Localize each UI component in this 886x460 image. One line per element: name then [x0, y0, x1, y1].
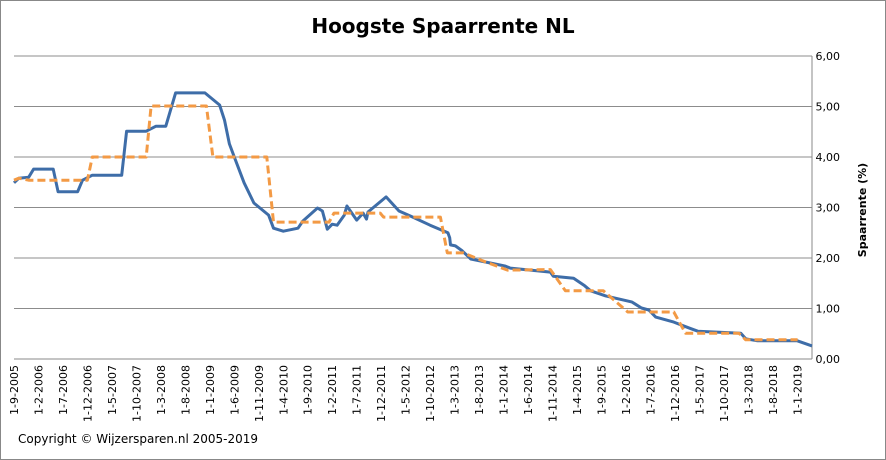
y-tick-label: 0,00	[816, 353, 841, 366]
x-tick-label: 1-7-2006	[57, 365, 70, 415]
x-tick-label: 1-9-2005	[8, 365, 21, 415]
x-tick-label: 1-6-2014	[522, 365, 535, 415]
x-tick-label: 1-8-2018	[767, 365, 780, 415]
x-tick-label: 1-1-2019	[791, 365, 804, 415]
x-tick-label: 1-2-2006	[32, 365, 45, 415]
x-tick-label: 1-10-2017	[718, 365, 731, 422]
x-tick-label: 1-5-2012	[400, 365, 413, 415]
x-tick-label: 1-6-2009	[228, 365, 241, 415]
x-tick-label: 1-11-2009	[253, 365, 266, 422]
y-axis-title: Spaarrente (%)	[856, 163, 869, 257]
x-tick-label: 1-10-2012	[424, 365, 437, 422]
x-tick-label: 1-7-2011	[351, 365, 364, 415]
x-axis-ticks: 1-9-2005 1-2-2006 1-7-2006 1-12-2006 1-5-200…	[8, 365, 804, 422]
x-tick-label: 1-12-2006	[81, 365, 94, 422]
chart-title: Hoogste Spaarrente NL	[311, 14, 575, 38]
x-tick-label: 1-5-2007	[106, 365, 119, 415]
series-line-2	[13, 104, 798, 342]
x-tick-label: 1-3-2008	[155, 365, 168, 415]
y-tick-label: 1,00	[816, 303, 841, 316]
x-tick-label: 1-2-2011	[326, 365, 339, 415]
x-tick-label: 1-7-2016	[644, 365, 657, 415]
x-tick-label: 1-1-2009	[204, 365, 217, 415]
x-tick-label: 1-12-2016	[669, 365, 682, 422]
y-tick-label: 5,00	[816, 101, 841, 114]
series-line-1	[12, 91, 813, 348]
copyright-text: Copyright © Wijzersparen.nl 2005-2019	[18, 432, 258, 446]
x-tick-label: 1-1-2014	[498, 365, 511, 415]
x-tick-label: 1-4-2015	[571, 365, 584, 415]
x-tick-label: 1-3-2013	[449, 365, 462, 415]
series-group	[12, 91, 813, 348]
x-tick-label: 1-9-2010	[302, 365, 315, 415]
x-tick-label: 1-3-2018	[742, 365, 755, 415]
gridlines	[14, 55, 812, 309]
y-axis-ticks: 0,00 1,00 2,00 3,00 4,00 5,00 6,00	[816, 50, 841, 366]
x-tick-label: 1-5-2017	[693, 365, 706, 415]
x-tick-label: 1-11-2014	[547, 365, 560, 422]
y-tick-label: 2,00	[816, 252, 841, 265]
x-tick-label: 1-4-2010	[277, 365, 290, 415]
x-tick-label: 1-8-2013	[473, 365, 486, 415]
x-tick-label: 1-9-2015	[595, 365, 608, 415]
y-tick-label: 4,00	[816, 151, 841, 164]
x-tick-label: 1-8-2008	[179, 365, 192, 415]
y-tick-label: 3,00	[816, 202, 841, 215]
x-tick-label: 1-2-2016	[620, 365, 633, 415]
x-tick-label: 1-12-2011	[375, 365, 388, 422]
x-tick-label: 1-10-2007	[130, 365, 143, 422]
y-tick-label: 6,00	[816, 50, 841, 63]
